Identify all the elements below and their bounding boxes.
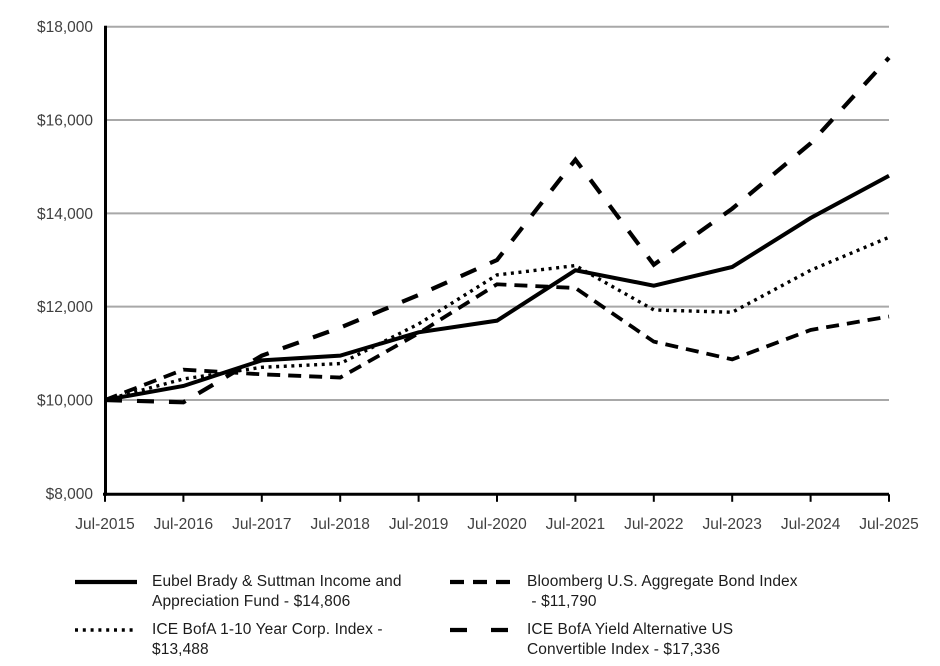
legend-swatch-dashed-line	[450, 579, 512, 585]
legend-label-line: - $11,790	[527, 592, 597, 610]
x-axis-label: Jul-2025	[859, 516, 918, 533]
legend-label-line: Convertible Index - $17,336	[527, 640, 721, 658]
x-axis-label: Jul-2022	[624, 516, 683, 533]
x-axis-label: Jul-2024	[781, 516, 841, 533]
legend-label-line: ICE BofA 1-10 Year Corp. Index -	[152, 621, 383, 638]
legend-swatch-solid-line	[75, 579, 137, 585]
legend-label: Bloomberg U.S. Aggregate Bond Index - $1…	[527, 572, 798, 611]
y-axis-label: $12,000	[37, 299, 93, 316]
x-axis-label: Jul-2019	[389, 516, 448, 533]
x-axis-label: Jul-2015	[75, 516, 134, 533]
legend-label: ICE BofA Yield Alternative US Convertible…	[527, 620, 733, 659]
y-axis-label: $14,000	[37, 206, 93, 223]
legend-label-line: Eubel Brady & Suttman Income and	[152, 573, 402, 590]
legend-item: ICE BofA Yield Alternative US Convertible…	[450, 620, 890, 659]
x-axis-label: Jul-2023	[702, 516, 761, 533]
y-axis-label: $18,000	[37, 19, 93, 36]
legend-swatch-dotted-line	[75, 628, 137, 632]
legend-label-line: $13,488	[152, 640, 209, 658]
series-line-solid	[104, 173, 890, 402]
chart-legend: Eubel Brady & Suttman Income and Apprecia…	[75, 572, 905, 659]
legend-label-line: Bloomberg U.S. Aggregate Bond Index	[527, 573, 798, 590]
series-line-long-dash	[104, 56, 891, 405]
x-axis-label: Jul-2017	[232, 516, 291, 533]
x-axis-label: Jul-2020	[467, 516, 527, 533]
legend-label: ICE BofA 1-10 Year Corp. Index - $13,488	[152, 620, 383, 659]
legend-item: Eubel Brady & Suttman Income and Apprecia…	[75, 572, 450, 611]
legend-item: ICE BofA 1-10 Year Corp. Index - $13,488	[75, 620, 450, 659]
legend-label-line: ICE BofA Yield Alternative US	[527, 621, 734, 638]
plot-area: Jul-2015 Jul-2016 Jul-2017 Jul-2018 Jul-2019…	[37, 19, 919, 533]
y-axis-label: $8,000	[46, 486, 94, 503]
legend-label: Eubel Brady & Suttman Income and Apprecia…	[152, 572, 402, 611]
x-axis-label: Jul-2021	[546, 516, 605, 533]
x-axis-label: Jul-2018	[310, 516, 369, 533]
legend-item: Bloomberg U.S. Aggregate Bond Index - $1…	[450, 572, 890, 611]
y-axis-label: $10,000	[37, 392, 93, 409]
growth-of-10000-line-chart: Jul-2015 Jul-2016 Jul-2017 Jul-2018 Jul-2019…	[37, 19, 919, 533]
x-axis-label: Jul-2016	[154, 516, 213, 533]
series-line-dotted	[104, 235, 890, 402]
legend-label-line: Appreciation Fund - $14,806	[152, 592, 351, 610]
series-line-dashed	[104, 282, 890, 402]
y-axis-label: $16,000	[37, 113, 93, 130]
legend-swatch-long-dash-line	[450, 627, 512, 633]
